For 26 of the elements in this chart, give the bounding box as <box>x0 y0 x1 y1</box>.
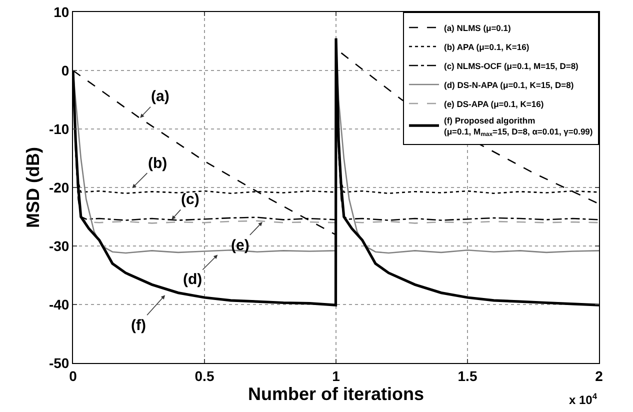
legend-label: (a) NLMS (μ=0.1) <box>444 22 512 33</box>
legend-label: (c) NLMS-OCF (μ=0.1, M=15, D=8) <box>444 60 579 71</box>
legend-label: (b) APA (μ=0.1, K=16) <box>444 42 530 52</box>
y-tick-label: 10 <box>54 4 70 20</box>
y-tick-label: -20 <box>48 179 70 196</box>
x-tick-label: 0.5 <box>194 368 214 384</box>
x-tick-label: 1.5 <box>458 368 478 384</box>
y-tick-label: -40 <box>48 296 70 312</box>
text: x 10$^{4}$ <box>569 391 598 408</box>
x-axis-title: Number of iterations <box>248 384 424 404</box>
annotation: (b) <box>148 155 168 172</box>
annotation: (f) <box>131 317 146 334</box>
y-tick-label: 0 <box>61 62 70 78</box>
legend-label: (e) DS-APA (μ=0.1, K=16) <box>444 98 544 109</box>
y-tick-label: -10 <box>48 120 70 137</box>
annotation: (d) <box>183 271 202 288</box>
legend-label: (d) DS-N-APA (μ=0.1, K=15, D=8) <box>444 80 574 90</box>
y-tick-label: -50 <box>48 354 70 371</box>
x-tick-label: 1 <box>332 368 340 384</box>
legend-label: (f) Proposed algorithm (μ=0.1, M$_{max}$=15, D=8, α=0.01, γ=0.99) <box>444 115 593 138</box>
annotation: (a) <box>151 88 170 105</box>
y-tick-label: -30 <box>48 238 70 254</box>
annotation: (e) <box>231 237 250 254</box>
y-axis-title: MSD (dB) <box>23 147 44 228</box>
annotation: (c) <box>181 191 200 208</box>
x-tick-label: 2 <box>595 368 604 384</box>
